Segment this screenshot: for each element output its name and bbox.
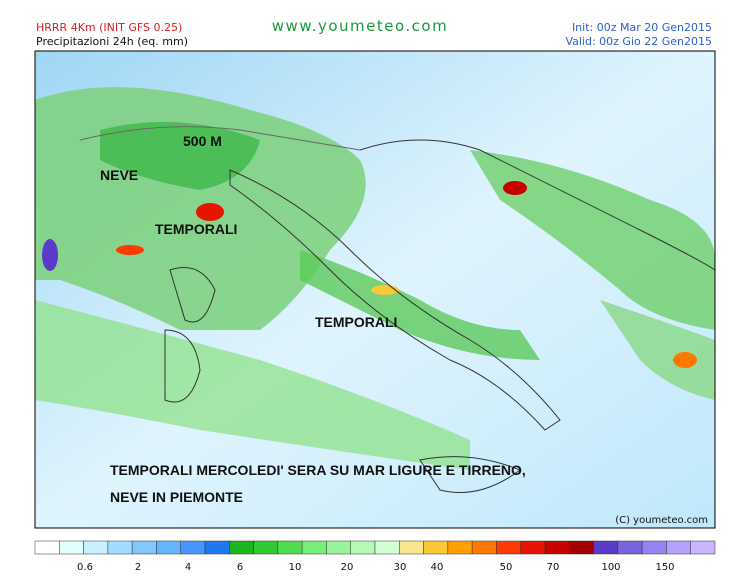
legend-swatch bbox=[593, 540, 619, 555]
legend-swatch bbox=[156, 540, 181, 555]
legend-label: 10 bbox=[289, 562, 302, 573]
legend-swatch bbox=[471, 540, 497, 555]
legend-swatch bbox=[253, 540, 279, 555]
legend-swatch bbox=[107, 540, 133, 555]
legend-swatch bbox=[399, 540, 424, 555]
legend-label: 4 bbox=[185, 562, 191, 573]
legend-swatch bbox=[204, 540, 230, 555]
legend-swatch bbox=[544, 540, 570, 555]
legend-swatch bbox=[83, 540, 109, 555]
site-label: www.youmeteo.com bbox=[272, 17, 448, 35]
legend-label: 6 bbox=[237, 562, 243, 573]
legend-label: 150 bbox=[655, 562, 674, 573]
legend-swatch bbox=[690, 540, 716, 555]
legend-swatch bbox=[496, 540, 521, 555]
annotation: 500 M bbox=[183, 133, 222, 149]
annotation: NEVE IN PIEMONTE bbox=[110, 489, 243, 505]
init-label: Init: 00z Mar 20 Gen2015 bbox=[572, 21, 712, 34]
legend-swatch bbox=[229, 540, 254, 555]
legend: 0.6 2 4 6 10 20 30 40 50 70 100 150 bbox=[34, 540, 716, 573]
legend-swatch bbox=[569, 540, 594, 555]
legend-label: 20 bbox=[341, 562, 354, 573]
legend-label: 40 bbox=[431, 562, 444, 573]
legend-label: 0.6 bbox=[77, 562, 93, 573]
legend-swatch bbox=[326, 540, 351, 555]
annotation: TEMPORALI MERCOLEDI' SERA SU MAR LIGURE … bbox=[110, 462, 526, 478]
legend-swatch bbox=[374, 540, 400, 555]
legend-label: 100 bbox=[601, 562, 620, 573]
legend-swatch bbox=[617, 540, 643, 555]
model-label: HRRR 4Km (INIT GFS 0.25) bbox=[36, 21, 182, 34]
legend-swatch bbox=[34, 540, 60, 555]
legend-swatch bbox=[180, 540, 206, 555]
legend-swatch bbox=[447, 540, 473, 555]
annotation: NEVE bbox=[100, 167, 138, 183]
legend-swatch bbox=[131, 540, 157, 555]
legend-swatch bbox=[520, 540, 546, 555]
legend-swatch bbox=[277, 540, 303, 555]
legend-swatch bbox=[350, 540, 376, 555]
legend-swatch bbox=[59, 540, 84, 555]
legend-swatch bbox=[423, 540, 449, 555]
copyright: (C) youmeteo.com bbox=[615, 515, 708, 526]
field-label: Precipitazioni 24h (eq. mm) bbox=[36, 35, 188, 48]
valid-label: Valid: 00z Gio 22 Gen2015 bbox=[565, 35, 712, 48]
legend-label: 30 bbox=[394, 562, 407, 573]
annotation: TEMPORALI bbox=[155, 221, 237, 237]
legend-swatch bbox=[666, 540, 691, 555]
map bbox=[34, 50, 716, 529]
annotation: TEMPORALI bbox=[315, 314, 397, 330]
legend-swatch bbox=[641, 540, 667, 555]
legend-label: 50 bbox=[500, 562, 513, 573]
legend-label: 70 bbox=[547, 562, 560, 573]
legend-swatch bbox=[301, 540, 327, 555]
legend-label: 2 bbox=[135, 562, 141, 573]
